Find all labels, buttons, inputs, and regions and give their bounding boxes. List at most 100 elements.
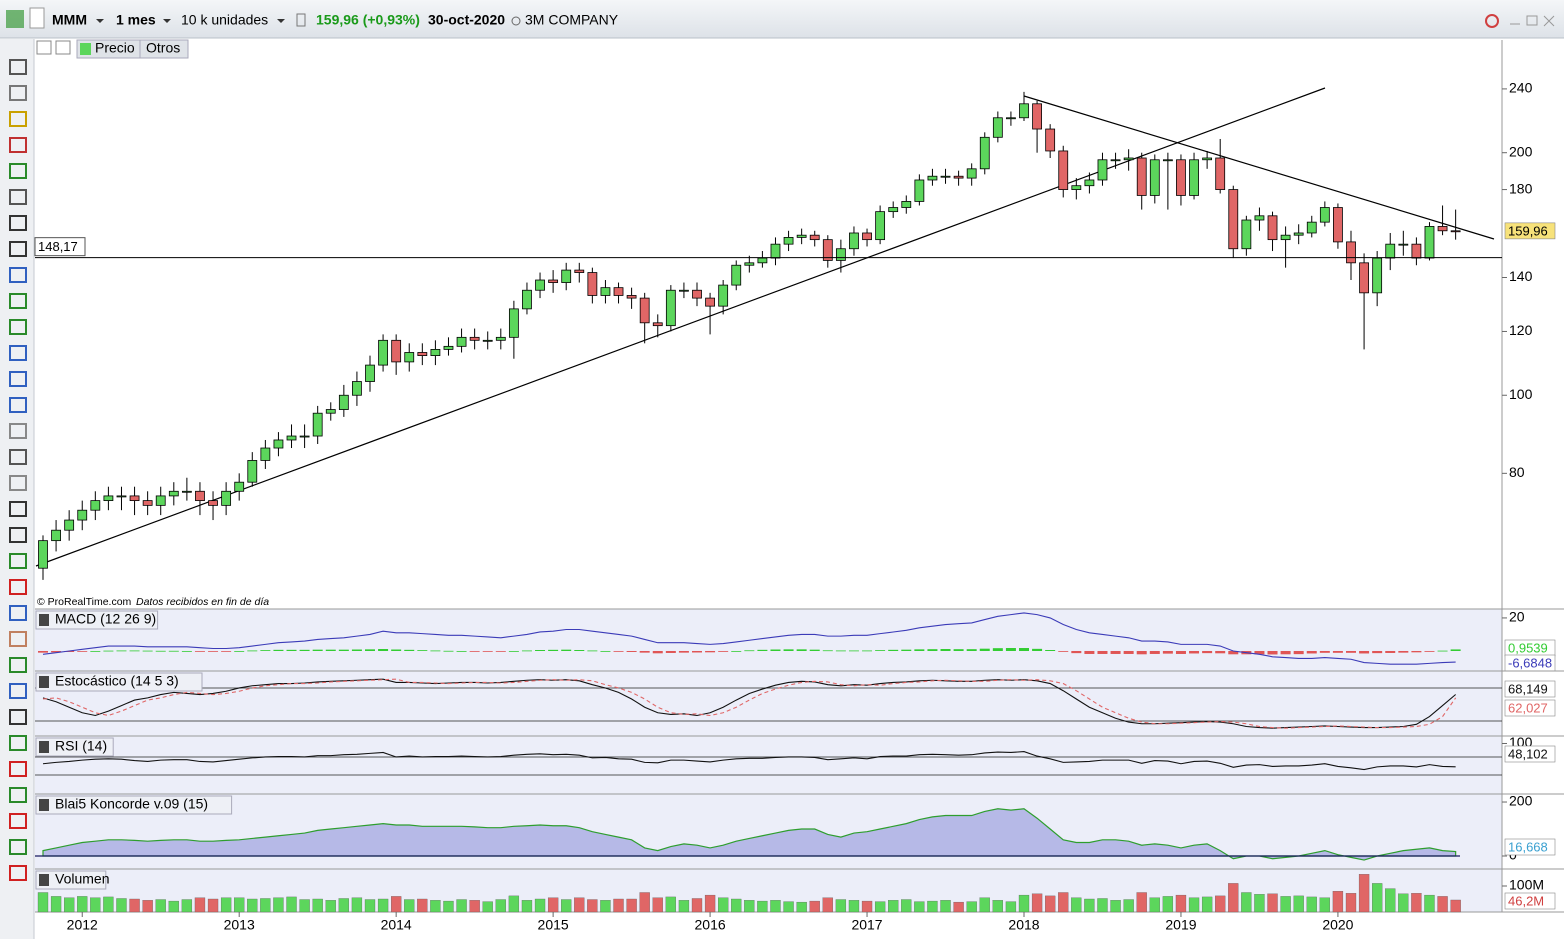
volume-bar — [1437, 896, 1448, 913]
tool-button[interactable] — [9, 137, 27, 153]
volume-bar — [430, 900, 441, 913]
y-tick-label: 180 — [1509, 180, 1533, 196]
tab-label[interactable]: Precio — [95, 40, 135, 56]
tab[interactable] — [139, 39, 189, 59]
units[interactable]: 10 k unidades — [181, 12, 268, 28]
symbol[interactable]: MMM — [52, 12, 87, 28]
close-button[interactable] — [1543, 15, 1555, 27]
indicator-icon — [39, 799, 49, 811]
dropdown-arrow[interactable] — [277, 19, 285, 23]
volume-bar — [1071, 897, 1082, 913]
tool-button[interactable] — [9, 267, 27, 283]
candle-body — [338, 394, 349, 410]
candle-body — [1097, 159, 1108, 181]
candle-body — [1071, 185, 1082, 190]
tool-button[interactable] — [9, 111, 27, 127]
x-tick-label: 2017 — [851, 917, 882, 933]
y-tick-label: 200 — [1509, 143, 1533, 159]
tool-button[interactable] — [9, 527, 27, 543]
tab-icon — [80, 43, 91, 55]
tool-button[interactable] — [9, 85, 27, 101]
tool-button[interactable] — [9, 163, 27, 179]
candle-body — [168, 490, 179, 497]
histogram-bar — [992, 648, 1003, 651]
tool-button[interactable] — [9, 787, 27, 803]
tool-button[interactable] — [9, 241, 27, 257]
tool-button[interactable] — [9, 709, 27, 725]
refresh-button[interactable] — [1485, 14, 1499, 28]
tool-button[interactable] — [9, 423, 27, 439]
tool-button[interactable] — [9, 501, 27, 517]
tool-button[interactable] — [9, 189, 27, 205]
histogram-bar — [77, 650, 88, 652]
info-icon[interactable] — [296, 13, 306, 27]
tool-button[interactable] — [9, 657, 27, 673]
candle-body — [469, 336, 480, 341]
tool-button[interactable] — [9, 215, 27, 231]
volume-bar — [1398, 893, 1409, 913]
tool-button[interactable] — [9, 319, 27, 335]
tool-button[interactable] — [9, 605, 27, 621]
tool-button[interactable] — [9, 293, 27, 309]
tool-button[interactable] — [9, 59, 27, 75]
tool-button[interactable] — [9, 865, 27, 881]
histogram-bar — [234, 650, 245, 652]
indicator-header[interactable] — [35, 672, 203, 692]
histogram-bar — [129, 650, 140, 652]
credit: © ProRealTime.com — [37, 596, 132, 608]
indicator-header[interactable] — [35, 870, 107, 890]
histogram-bar — [155, 650, 166, 652]
app-icon[interactable] — [6, 10, 24, 28]
indicator-header[interactable] — [35, 610, 159, 630]
volume-bar — [770, 900, 781, 913]
tool-button[interactable] — [9, 839, 27, 855]
trend-line[interactable] — [1023, 95, 1495, 240]
volume-bar — [247, 898, 258, 913]
candle-body — [744, 262, 755, 266]
volume-bar — [1228, 883, 1239, 913]
trend-line[interactable] — [35, 87, 1326, 567]
tool-button[interactable] — [9, 813, 27, 829]
chart-type-button[interactable] — [29, 7, 45, 29]
tool-button[interactable] — [9, 449, 27, 465]
value-tag-label: -6,6848 — [1508, 655, 1552, 670]
indicator-header[interactable] — [35, 795, 233, 815]
tool-button[interactable] — [9, 631, 27, 647]
dropdown-arrow[interactable] — [163, 19, 171, 23]
histogram-bar — [1071, 650, 1082, 654]
tool-button[interactable] — [9, 553, 27, 569]
candle-body — [953, 175, 964, 179]
tool-button[interactable] — [9, 371, 27, 387]
candle-body — [51, 529, 61, 542]
histogram-bar — [809, 649, 820, 651]
volume-bar — [220, 897, 232, 913]
histogram-bar — [888, 649, 899, 651]
volume-bar — [992, 900, 1003, 913]
candle-body — [1267, 215, 1278, 241]
panel-button[interactable] — [55, 40, 71, 55]
tool-button[interactable] — [9, 345, 27, 361]
y-tick-label: 80 — [1509, 464, 1525, 480]
tool-button[interactable] — [9, 735, 27, 751]
period[interactable]: 1 mes — [116, 12, 156, 28]
value-tag-label: 16,668 — [1508, 839, 1548, 854]
tool-button[interactable] — [9, 683, 27, 699]
tab-label[interactable]: Otros — [146, 40, 180, 56]
panel-button[interactable] — [36, 40, 52, 55]
tool-button[interactable] — [9, 475, 27, 491]
volume-bar — [129, 898, 140, 913]
histogram-bar — [1372, 650, 1383, 654]
volume-bar — [1293, 895, 1304, 913]
indicator-header[interactable] — [35, 737, 114, 757]
histogram-bar — [718, 650, 729, 652]
volume-bar — [1018, 894, 1030, 913]
tool-button[interactable] — [9, 579, 27, 595]
volume-bar — [64, 897, 75, 913]
dropdown-arrow[interactable] — [96, 19, 104, 23]
tool-button[interactable] — [9, 397, 27, 413]
histogram-bar — [927, 649, 938, 651]
indicator-icon — [39, 741, 49, 753]
tool-button[interactable] — [9, 761, 27, 777]
maximize-button[interactable] — [1526, 15, 1538, 26]
candle-body — [809, 234, 820, 241]
